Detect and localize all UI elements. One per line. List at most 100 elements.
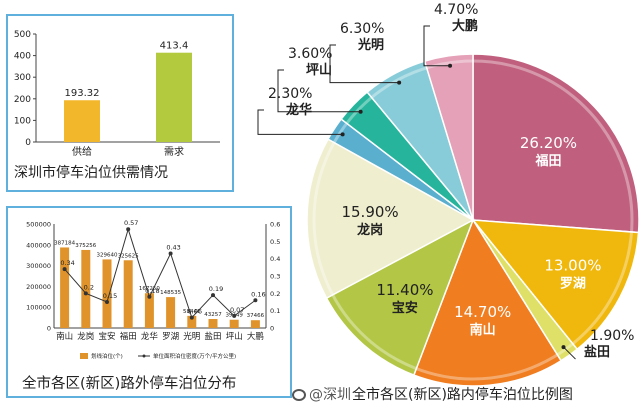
x-tick-label: 光明 <box>183 331 200 342</box>
density-value-label: 0.16 <box>251 290 265 298</box>
district-offroad-chart: 0 100000 200000 300000 400000 500000 0 0.1 0.2 0.… <box>26 219 280 360</box>
density-value-label: 0.06 <box>188 308 202 316</box>
pie-district-label: 南山 <box>470 322 496 338</box>
bar-value-label: 58441 <box>183 309 201 315</box>
watermark: @深圳 <box>292 384 351 404</box>
pie-percent-label: 15.90% <box>341 203 398 221</box>
bar-value-label: 375256 <box>75 243 96 249</box>
pie-slice-罗湖 <box>471 219 640 351</box>
pie-percent-label: 2.30% <box>268 86 312 102</box>
x-tick-label: 盐田 <box>204 331 221 342</box>
bar-盐田 <box>208 319 218 328</box>
bar-value-label: 329640 <box>97 252 118 258</box>
x-tick-label: 坪山 <box>226 331 243 342</box>
x-tick-label: 龙岗 <box>77 331 94 342</box>
density-point <box>83 291 88 296</box>
watermark-text: @深圳 <box>309 387 351 403</box>
density-point <box>189 315 194 320</box>
pie-district-label: 坪山 <box>306 62 332 78</box>
pie-slice-大鹏 <box>423 53 474 221</box>
supply-demand-chart: 0 100 200 300 400 500 193.32 供给 413.4 需求 <box>14 30 220 158</box>
x-tick-label: 需求 <box>164 146 184 158</box>
bar-宝安 <box>102 259 112 328</box>
density-value-label: 0.57 <box>124 219 138 227</box>
density-value-label: 0.15 <box>103 292 117 300</box>
bar-value-label: 43257 <box>204 312 222 318</box>
pie-district-label: 光明 <box>357 37 384 53</box>
right-tick-label: 0.1 <box>270 307 280 315</box>
pie-district-label: 罗湖 <box>560 277 586 292</box>
density-point <box>232 313 237 318</box>
pie-slice-福田 <box>472 53 640 234</box>
bar-龙岗 <box>81 249 91 328</box>
density-line <box>64 227 256 319</box>
bar-罗湖 <box>166 297 176 328</box>
y-tick-label: 200 <box>14 95 31 105</box>
left-tick-label: 200000 <box>26 283 51 291</box>
pie-percent-label: 26.20% <box>520 134 577 152</box>
x-tick-label: 南山 <box>56 331 73 342</box>
pie-percent-label: 11.40% <box>376 281 433 299</box>
callout-line <box>563 346 576 360</box>
right-tick-label: 0.4 <box>270 255 280 263</box>
density-point <box>147 294 152 299</box>
supply-demand-caption: 深圳市停车泊位供需情况 <box>14 165 168 181</box>
supply-demand-panel: 0 100 200 300 400 500 193.32 供给 413.4 需求 深圳市停车泊位供… <box>6 14 234 192</box>
left-tick-label: 400000 <box>26 241 51 249</box>
pie-district-label: 福田 <box>534 153 561 169</box>
left-tick-label: 0 <box>47 325 51 333</box>
pie-district-label: 龙华 <box>286 102 312 118</box>
bar-光明 <box>187 315 197 328</box>
pie-percent-label: 4.70% <box>434 2 478 18</box>
x-tick-label: 大鹏 <box>247 331 264 342</box>
density-value-label: 0.2 <box>84 283 94 291</box>
bar-value-label: 413.4 <box>160 41 189 52</box>
legend-swatch-point <box>142 354 146 358</box>
right-tick-label: 0.5 <box>270 238 280 246</box>
callout-line <box>329 44 400 84</box>
right-tick-label: 0.2 <box>270 290 280 298</box>
x-tick-label: 福田 <box>120 331 137 342</box>
pie-district-label: 大鹏 <box>452 18 478 34</box>
weibo-logo-icon <box>292 389 306 401</box>
callout-line <box>257 109 343 135</box>
bar-value-label: 193.32 <box>65 88 100 99</box>
bar-龙华 <box>144 293 154 328</box>
bar-value-label: 325625 <box>118 253 139 259</box>
callout-line <box>423 25 451 67</box>
bar-坪山 <box>229 319 239 328</box>
density-value-label: 0.07 <box>230 306 244 314</box>
density-point <box>168 251 173 256</box>
district-offroad-panel: 0 100000 200000 300000 400000 500000 0 0.1 0.2 0.… <box>6 206 292 398</box>
bar-value-label: 387184 <box>54 240 75 246</box>
bar-福田 <box>123 260 133 328</box>
density-value-label: 0.19 <box>209 285 223 293</box>
y-tick-label: 500 <box>14 30 31 40</box>
bar-value-label: 167250 <box>139 286 160 292</box>
legend-label-bars: 划线泊位(个) <box>91 352 123 360</box>
density-point <box>126 227 131 232</box>
district-offroad-caption: 全市各区(新区)路外停车泊位分布 <box>22 376 237 392</box>
bar-供给 <box>64 100 100 142</box>
pie-percent-label: 3.60% <box>288 46 332 62</box>
left-tick-label: 100000 <box>26 304 51 312</box>
density-point <box>105 300 109 304</box>
bar-大鹏 <box>250 320 260 328</box>
y-tick-label: 0 <box>25 138 31 148</box>
y-tick-label: 400 <box>14 52 31 62</box>
pie-slice-宝安 <box>325 218 475 377</box>
pie-slice-南山 <box>412 218 563 387</box>
x-tick-label: 宝安 <box>98 331 115 342</box>
y-tick-label: 300 <box>14 73 31 83</box>
x-tick-label: 供给 <box>72 145 92 158</box>
district-onroad-caption: 全市各区(新区)路内停车泊位比例图 <box>352 387 573 403</box>
pie-district-label: 盐田 <box>584 344 610 360</box>
pie-slice-龙岗 <box>306 138 475 300</box>
callout-line <box>277 69 361 113</box>
bar-需求 <box>156 52 192 143</box>
bar-南山 <box>60 247 70 328</box>
right-tick-label: 0 <box>270 325 274 333</box>
density-value-label: 0.34 <box>60 259 74 267</box>
legend-swatch-bars <box>80 353 88 359</box>
